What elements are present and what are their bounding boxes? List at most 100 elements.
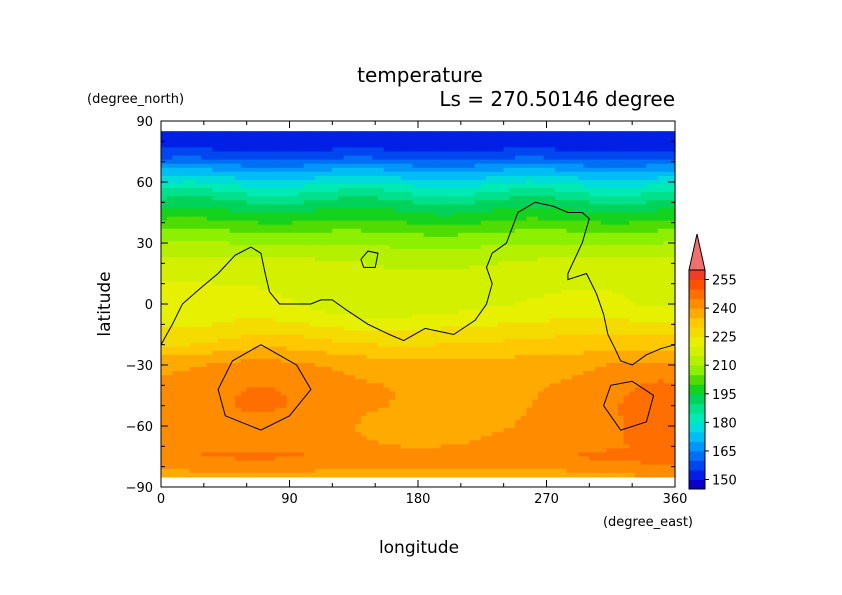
heatmap-cell	[183, 139, 191, 144]
heatmap-cell	[577, 310, 585, 315]
heatmap-cell	[606, 151, 613, 157]
heatmap-cell	[212, 204, 219, 210]
heatmap-cell	[572, 200, 579, 205]
heatmap-cell	[252, 285, 259, 291]
heatmap-cell	[509, 147, 516, 153]
heatmap-cell	[366, 338, 373, 344]
heatmap-cell	[372, 273, 379, 279]
heatmap-cell	[577, 179, 585, 185]
heatmap-cell	[492, 301, 499, 307]
heatmap-cell	[537, 212, 545, 218]
heatmap-cell	[269, 269, 276, 275]
heatmap-cell	[161, 155, 168, 161]
heatmap-cell	[532, 167, 539, 173]
heatmap-cell	[463, 167, 470, 173]
heatmap-cell	[617, 147, 625, 153]
heatmap-cell	[389, 232, 396, 238]
heatmap-cell	[343, 159, 351, 165]
heatmap-cell	[349, 192, 356, 197]
heatmap-cell	[212, 314, 219, 319]
heatmap-cell	[520, 314, 528, 319]
heatmap-cell	[378, 240, 385, 246]
heatmap-cell	[412, 265, 419, 271]
heatmap-cell	[549, 285, 556, 291]
heatmap-cell	[298, 200, 305, 205]
heatmap-cell	[258, 269, 265, 275]
heatmap-cell	[206, 346, 213, 352]
heatmap-cell	[280, 269, 288, 275]
heatmap-cell	[366, 314, 373, 319]
heatmap-cell	[172, 208, 179, 214]
heatmap-cell	[623, 314, 630, 319]
heatmap-cell	[457, 188, 465, 193]
heatmap-cell	[303, 346, 311, 352]
heatmap-cell	[212, 346, 219, 352]
heatmap-cell	[572, 147, 579, 153]
heatmap-cell	[240, 179, 248, 185]
heatmap-cell	[657, 196, 665, 201]
heatmap-cell	[663, 220, 670, 226]
heatmap-cell	[583, 301, 590, 307]
heatmap-cell	[555, 188, 562, 193]
heatmap-cell	[640, 277, 648, 283]
heatmap-cell	[166, 330, 174, 336]
heatmap-cell	[229, 192, 236, 197]
heatmap-cell	[429, 318, 436, 323]
heatmap-cell	[440, 285, 448, 291]
heatmap-cell	[492, 184, 499, 189]
heatmap-cell	[172, 135, 179, 140]
heatmap-cell	[440, 167, 448, 173]
heatmap-cell	[332, 350, 339, 356]
heatmap-cell	[240, 314, 248, 319]
heatmap-cell	[537, 224, 545, 230]
heatmap-cell	[332, 212, 339, 218]
heatmap-cell	[612, 159, 619, 165]
heatmap-cell	[572, 310, 579, 315]
heatmap-cell	[606, 212, 613, 218]
heatmap-cell	[263, 184, 271, 189]
heatmap-cell	[515, 163, 522, 169]
heatmap-cell	[280, 297, 288, 303]
heatmap-cell	[657, 163, 665, 169]
heatmap-cell	[555, 265, 562, 271]
heatmap-cell	[246, 326, 253, 332]
heatmap-cell	[452, 346, 459, 352]
heatmap-cell	[515, 253, 522, 258]
heatmap-cell	[492, 224, 499, 230]
heatmap-cell	[235, 257, 242, 262]
heatmap-cell	[520, 281, 528, 287]
heatmap-cell	[526, 314, 533, 319]
heatmap-cell	[269, 224, 276, 230]
heatmap-cell	[469, 240, 476, 246]
heatmap-cell	[549, 330, 556, 336]
heatmap-cell	[320, 147, 328, 153]
heatmap-cell	[206, 159, 213, 165]
heatmap-cell	[532, 277, 539, 283]
heatmap-cell	[315, 212, 322, 218]
heatmap-cell	[400, 224, 408, 230]
heatmap-cell	[395, 285, 402, 291]
heatmap-cell	[332, 269, 339, 275]
heatmap-cell	[366, 245, 373, 250]
heatmap-cell	[275, 208, 282, 214]
heatmap-cell	[320, 273, 328, 279]
heatmap-cell	[172, 253, 179, 258]
heatmap-cell	[457, 232, 465, 238]
heatmap-cell	[400, 306, 408, 311]
heatmap-cell	[223, 163, 231, 169]
heatmap-cell	[378, 228, 385, 234]
heatmap-cell	[332, 322, 339, 327]
heatmap-cell	[395, 155, 402, 161]
heatmap-cell	[583, 151, 590, 157]
heatmap-cell	[617, 289, 625, 295]
heatmap-cell	[669, 232, 676, 238]
heatmap-cell	[629, 261, 636, 266]
heatmap-cell	[263, 139, 271, 144]
heatmap-cell	[572, 261, 579, 266]
heatmap-cell	[537, 147, 545, 153]
heatmap-cell	[629, 301, 636, 307]
heatmap-cell	[286, 253, 293, 258]
heatmap-cell	[572, 326, 579, 332]
heatmap-cell	[635, 163, 642, 169]
heatmap-cell	[429, 281, 436, 287]
